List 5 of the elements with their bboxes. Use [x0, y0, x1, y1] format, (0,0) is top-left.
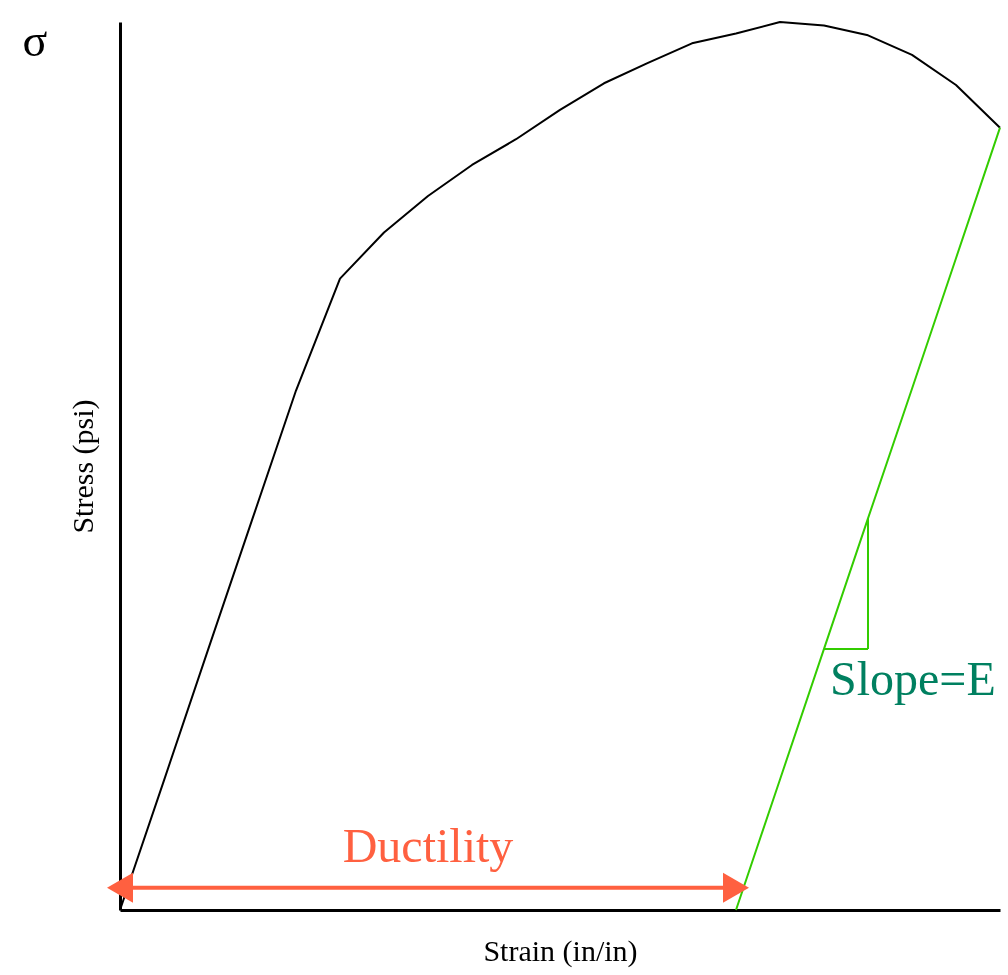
y-axis-title: Stress (psi) [65, 399, 100, 534]
annotation: Slope=E [830, 651, 996, 705]
annotation: Ductility [342, 819, 514, 872]
x-axis-title: Strain (in/in) [483, 933, 638, 968]
text: σ [22, 15, 48, 66]
